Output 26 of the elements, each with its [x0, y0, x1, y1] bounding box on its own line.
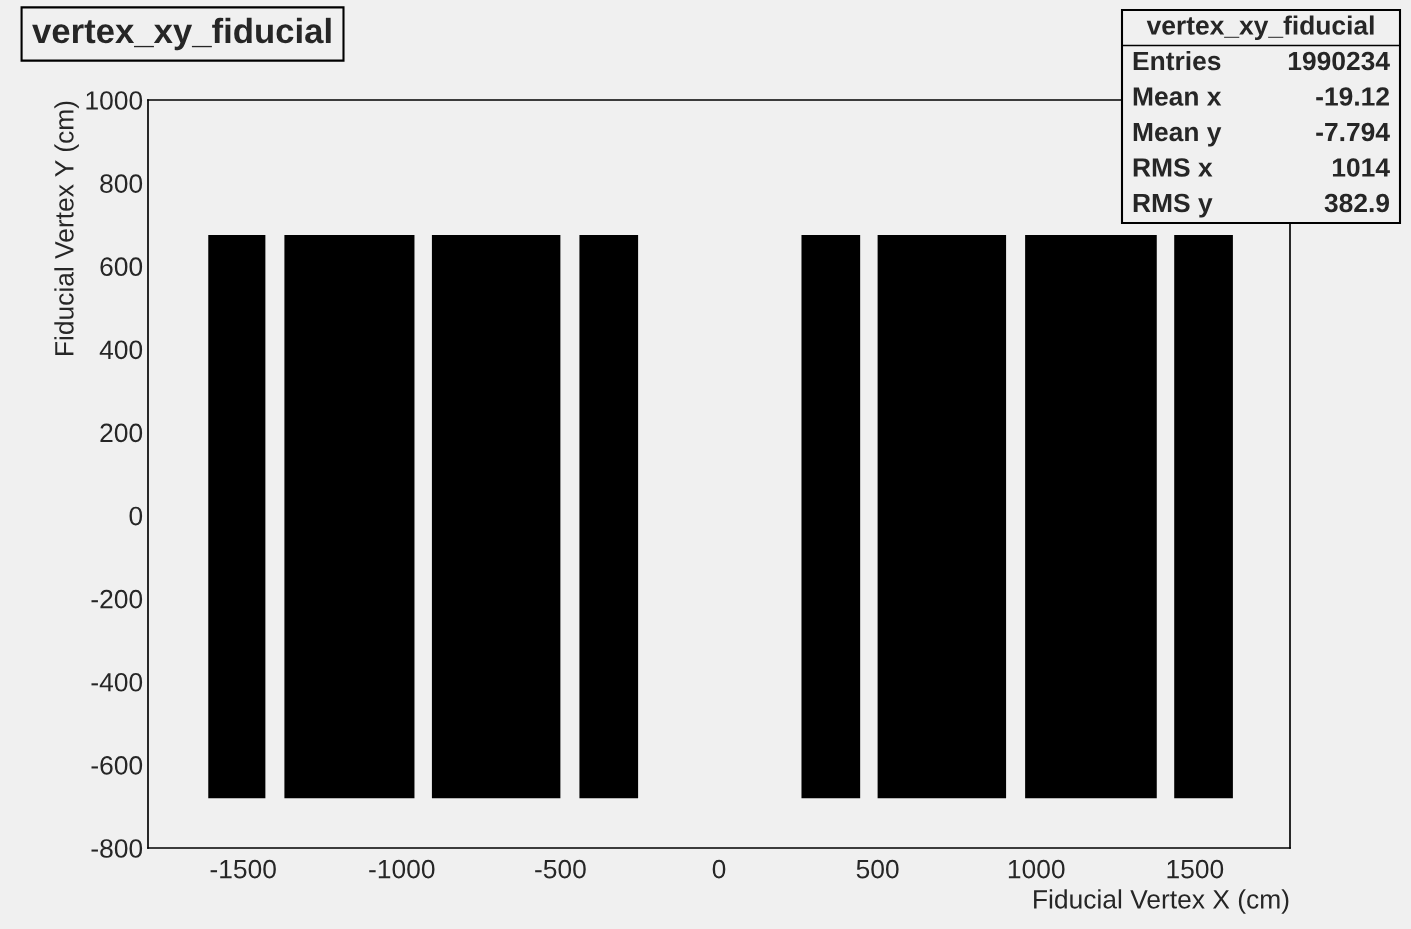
- x-axis-title: Fiducial Vertex X (cm): [1034, 889, 1289, 914]
- text: RMS x 1014: [1133, 158, 1390, 177]
- y-tick-label: 1000: [86, 91, 143, 110]
- y-axis-title: Fiducial Vertex Y (cm): [54, 101, 79, 355]
- y-tick-label: 0: [129, 506, 143, 526]
- x-tick-label: 1500: [1167, 859, 1224, 879]
- x-tick-label: -1500: [210, 859, 276, 879]
- text: Entries 1990234: [1133, 50, 1390, 71]
- x-tick-label: -500: [535, 859, 586, 879]
- text: RMS y 382.9: [1133, 193, 1390, 218]
- text: Mean x -19.12: [1133, 87, 1389, 106]
- text: Mean y -7.794: [1133, 122, 1390, 147]
- x-tick-label: 500: [856, 859, 899, 879]
- y-tick-label: 600: [100, 257, 143, 277]
- y-tick-label: -400: [91, 672, 143, 692]
- x-tick-label: 0: [712, 859, 726, 879]
- y-tick-label: -800: [91, 839, 143, 858]
- chart-title: vertex_xy_fiducial: [32, 17, 331, 51]
- y-tick-label: -600: [91, 756, 143, 775]
- y-tick-label: -200: [91, 589, 143, 609]
- text: vertex_xy_fiducial: [1146, 15, 1374, 41]
- y-tick-label: 400: [99, 340, 143, 360]
- y-tick-label: 200: [100, 423, 143, 443]
- x-tick-label: 1000: [1008, 859, 1065, 879]
- x-tick-label: -1000: [369, 859, 435, 879]
- y-tick-label: 800: [100, 174, 143, 193]
